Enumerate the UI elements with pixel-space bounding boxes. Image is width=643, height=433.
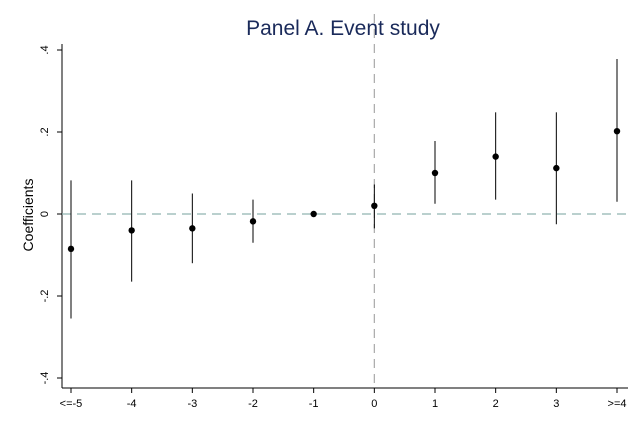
coefficient-point [189,225,196,232]
coefficient-point [249,218,257,225]
coefficient-point [67,245,75,253]
y-tick-label: -.4 [39,372,51,385]
x-tick-label: -1 [309,398,319,410]
x-tick-label: >=4 [608,398,627,410]
x-tick-label: 1 [432,398,438,410]
coefficient-point [128,227,135,234]
x-tick-label: -3 [187,398,197,410]
x-tick-label: 0 [371,398,377,410]
x-tick-label: -4 [127,398,137,410]
y-tick-label: .2 [39,127,51,136]
coefficient-point [492,153,499,160]
chart-title: Panel A. Event study [246,17,440,40]
x-tick-label: 2 [493,398,499,410]
coefficient-point [613,127,621,135]
plot-area: -.4 -.2 0 .2 .4 <=-5 -4 -3 -2 -1 0 1 2 3 >=4 [39,14,628,410]
x-tick-label: 3 [553,398,559,410]
x-tick-label: <=-5 [60,398,83,410]
y-tick-label: -.2 [39,290,51,303]
coefficient-point [310,210,317,218]
coefficient-point [431,169,439,177]
y-tick-label: .4 [39,45,51,54]
x-tick-label: -2 [248,398,258,410]
y-tick-label: 0 [39,211,51,217]
y-axis-title: Coefficients [20,179,36,252]
coefficient-point [553,164,560,172]
coefficient-point [371,202,378,209]
